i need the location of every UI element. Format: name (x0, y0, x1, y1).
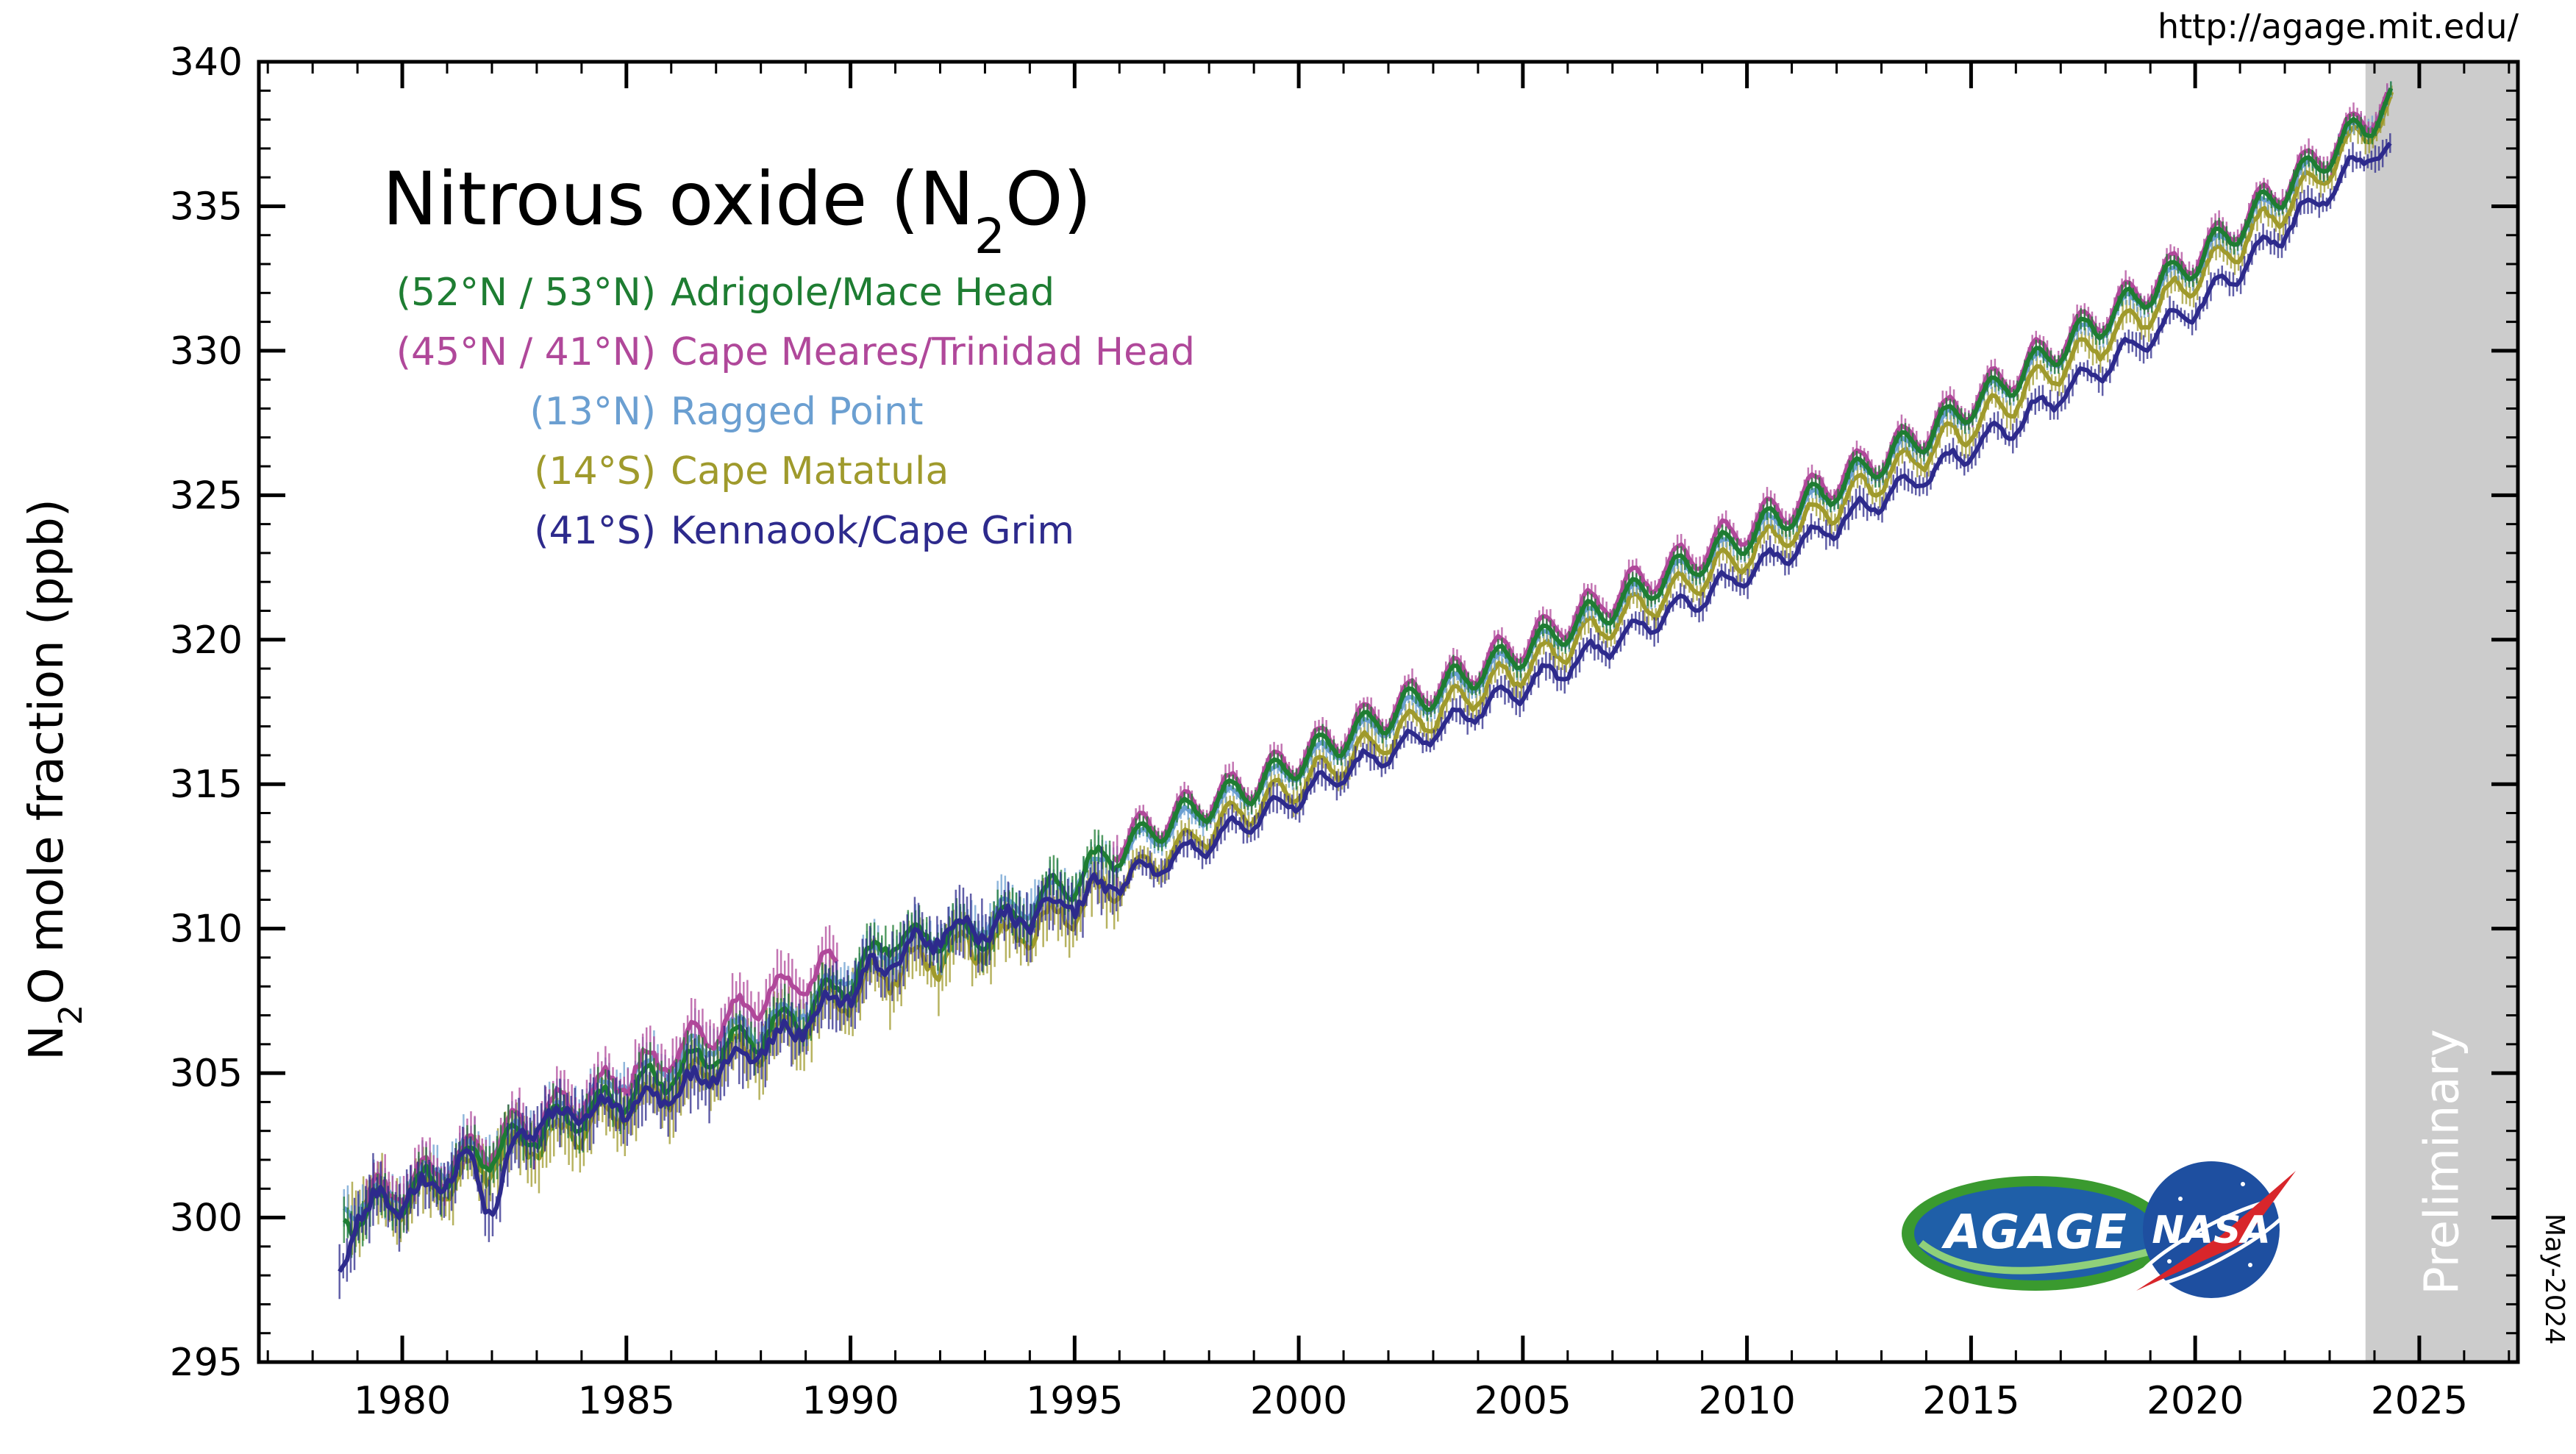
legend-site-label: Adrigole/Mace Head (671, 271, 1055, 315)
series-line (346, 91, 2394, 1226)
series-line (338, 141, 2392, 1273)
agage-logo-text: AGAGE (1941, 1205, 2127, 1260)
y-tick-label: 325 (170, 474, 243, 518)
legend-entry: (13°N) Ragged Point (529, 390, 923, 434)
legend-lat-label: (13°N) (529, 390, 656, 434)
legend-site-label: Ragged Point (671, 390, 924, 434)
agage-logo: AGAGE (1902, 1176, 2169, 1291)
legend-entry: (52°N / 53°N) Adrigole/Mace Head (396, 271, 1055, 315)
series-line (1112, 91, 2390, 863)
y-tick-label: 330 (170, 329, 243, 374)
source-url[interactable]: http://agage.mit.edu/ (2158, 7, 2519, 46)
x-tick-label: 1985 (578, 1379, 675, 1423)
x-tick-label: 2020 (2147, 1379, 2244, 1423)
preliminary-label: Preliminary (2415, 1029, 2469, 1294)
axes: 295 300 305 310 315 320 325 330 335 340 1980 1985 19… (170, 40, 2520, 1423)
y-tick-label: 300 (170, 1197, 243, 1241)
y-tick-label: 310 (170, 908, 243, 952)
y-tick-label: 335 (170, 185, 243, 229)
series-cape-meares-trinidad-head (364, 83, 2390, 1231)
x-tick-label: 1980 (354, 1379, 451, 1423)
x-tick-label: 2010 (1698, 1379, 1795, 1423)
plot-frame (257, 60, 2520, 1364)
x-tick-label: 2005 (1474, 1379, 1571, 1423)
legend: (52°N / 53°N) Adrigole/Mace Head (45°N /… (396, 271, 1195, 553)
nasa-logo-text: NASA (2152, 1208, 2270, 1252)
y-tick-label: 295 (170, 1341, 243, 1385)
legend-lat-label: (52°N / 53°N) (396, 271, 656, 315)
series-layer (338, 81, 2394, 1300)
legend-site-label: Kennaook/Cape Grim (671, 509, 1074, 553)
y-tick-label: 320 (170, 619, 243, 663)
legend-lat-label: (14°S) (534, 449, 656, 493)
series-line (342, 87, 2394, 1237)
legend-lat-label: (45°N / 41°N) (396, 330, 656, 374)
x-tick-label: 1990 (802, 1379, 899, 1423)
date-stamp: May-2024 (2539, 1214, 2569, 1344)
preliminary-region (2365, 62, 2518, 1362)
legend-site-label: Cape Meares/Trinidad Head (671, 330, 1195, 374)
y-tick-label: 305 (170, 1052, 243, 1096)
legend-entry: (14°S) Cape Matatula (534, 449, 949, 493)
chart-title: Nitrous oxide (N2O) (382, 156, 1092, 265)
x-tick-label: 1995 (1026, 1379, 1123, 1423)
y-axis-label: N2O mole fraction (ppb) (20, 499, 90, 1061)
x-tick-label: 2000 (1250, 1379, 1347, 1423)
legend-entry: (41°S) Kennaook/Cape Grim (534, 509, 1074, 553)
legend-entry: (45°N / 41°N) Cape Meares/Trinidad Head (396, 330, 1195, 374)
x-tick-label: 2025 (2371, 1379, 2468, 1423)
series-adrigole-mace-head (342, 81, 2394, 1258)
legend-site-label: Cape Matatula (671, 449, 949, 493)
legend-lat-label: (41°S) (534, 509, 656, 553)
series-kennaook-cape-grim (338, 133, 2392, 1300)
y-tick-label: 315 (170, 763, 243, 807)
y-tick-label: 340 (170, 40, 243, 85)
x-tick-label: 2015 (1922, 1379, 2019, 1423)
nasa-logo: NASA (2134, 1161, 2296, 1298)
